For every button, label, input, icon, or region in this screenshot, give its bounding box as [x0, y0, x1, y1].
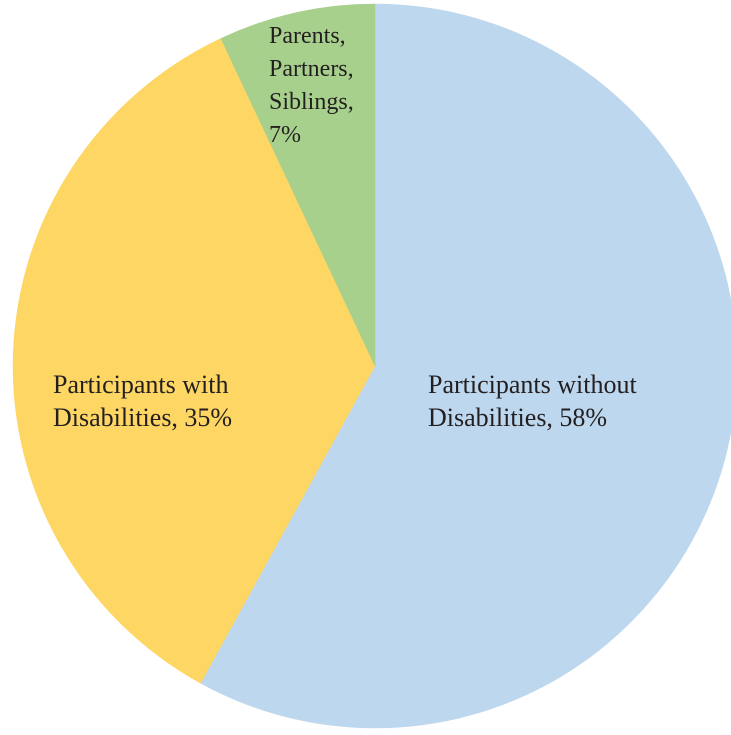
- slice-label-line: Partners,: [269, 56, 354, 82]
- slice-label-2: Participants with Disabilities, 35%: [53, 370, 232, 432]
- pie-slice-2: [12, 38, 376, 684]
- slice-label-line: Participants without: [428, 370, 637, 399]
- slice-label-line: Parents,: [269, 23, 346, 49]
- pie-slice-3: [220, 3, 376, 367]
- slice-label-line: 7%: [269, 122, 301, 148]
- slice-label-3: Parents, Partners, Siblings, 7%: [269, 23, 354, 148]
- slice-label-line: Disabilities, 58%: [428, 403, 607, 432]
- pie-labels: Participants without Disabilities, 58%Par…: [53, 23, 637, 432]
- slice-label-1: Participants without Disabilities, 58%: [428, 370, 637, 432]
- slice-label-line: Participants with: [53, 370, 228, 399]
- slice-label-line: Disabilities, 35%: [53, 403, 232, 432]
- slice-label-line: Siblings,: [269, 89, 354, 115]
- pie-slices: [12, 3, 731, 729]
- pie-slice-1: [200, 3, 731, 729]
